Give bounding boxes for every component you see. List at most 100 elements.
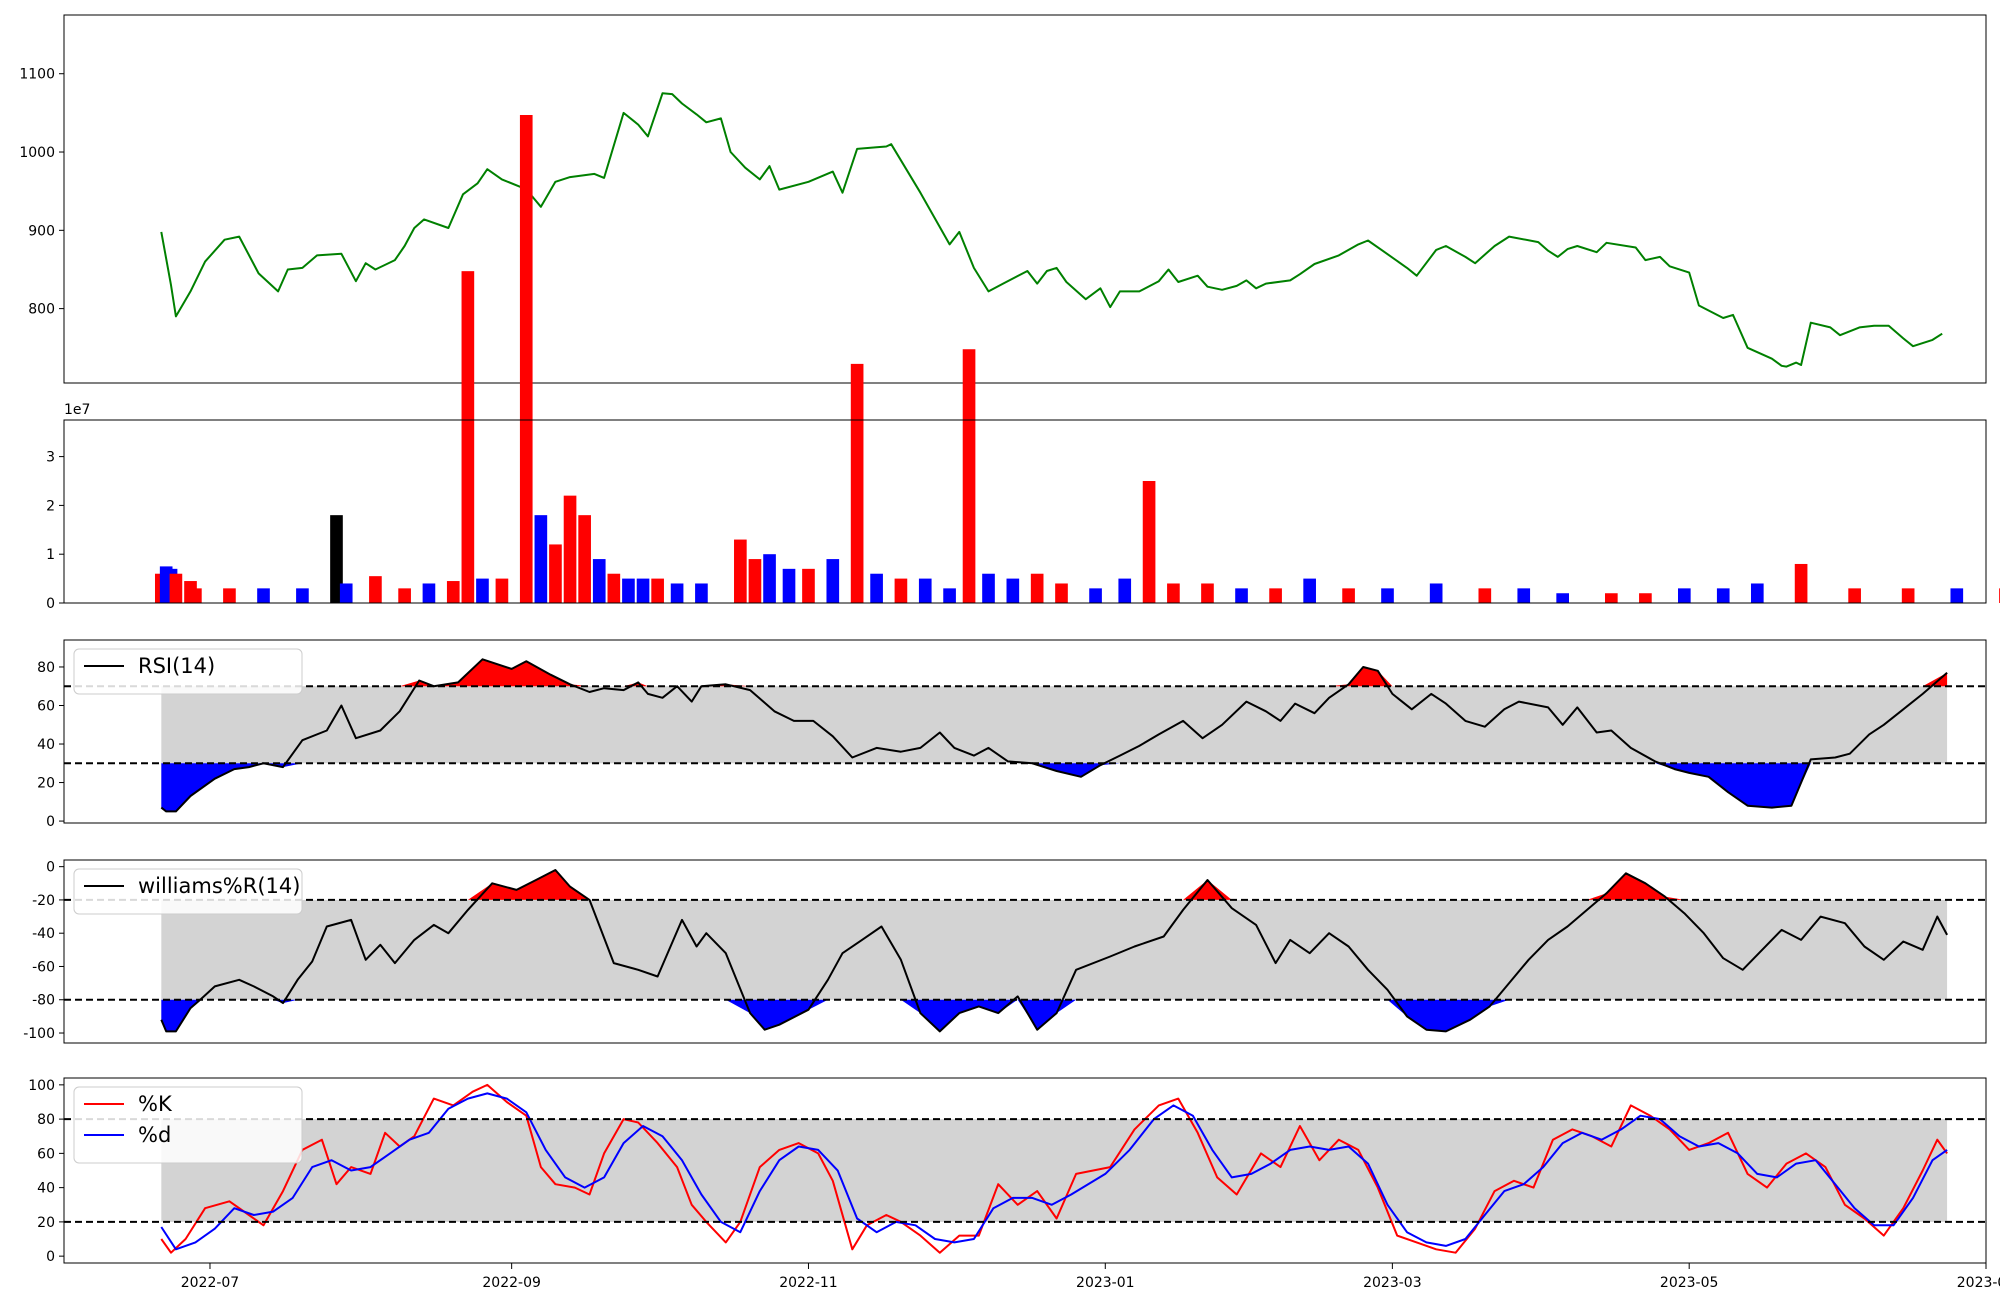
y-tick-label: 80: [37, 660, 55, 676]
volume-bar: [1118, 578, 1132, 603]
volume-bar: [670, 583, 684, 603]
y-tick-label: 20: [37, 1215, 55, 1231]
price-series-line: [160, 92, 1943, 368]
volume-bar: [651, 578, 664, 603]
volume-bar: [1030, 573, 1044, 603]
y-tick-label: 3: [46, 450, 55, 466]
williams-panel: 0 -20 -40 -60 -80 -100 williams%R(14): [23, 859, 1987, 1044]
legend-label: %K: [138, 1092, 173, 1116]
y-tick-label: 100: [28, 1078, 55, 1094]
y-tick-label: 1: [46, 547, 55, 563]
y-tick-label: -100: [23, 1026, 55, 1042]
y-tick-label: 0: [46, 1249, 55, 1265]
legend-label: RSI(14): [138, 654, 215, 678]
volume-bar: [461, 271, 475, 603]
volume-bar: [870, 573, 883, 603]
legend-box: [73, 1086, 303, 1164]
volume-bar: [578, 515, 591, 603]
volume-bar: [563, 495, 577, 603]
volume-bar: [894, 578, 908, 603]
volume-bar: [1303, 578, 1316, 603]
legend-label: williams%R(14): [138, 874, 300, 898]
volume-bar: [1167, 583, 1180, 603]
y-tick-label: 60: [37, 698, 55, 714]
y-tick-label: 900: [28, 223, 55, 239]
stoch-d-line: [160, 1092, 1948, 1251]
volume-bar: [1006, 578, 1020, 603]
volume-bar: [549, 544, 562, 603]
volume-bar: [257, 588, 270, 603]
volume-bar: [296, 588, 309, 603]
volume-bar: [943, 588, 956, 603]
x-tick-label: 2022-11: [779, 1275, 838, 1291]
y-tick-label: -40: [32, 926, 55, 942]
band-fill: [161, 1119, 1948, 1222]
y-tick-label: 0: [46, 860, 55, 876]
y-tick-label: 1000: [19, 145, 55, 161]
volume-bar: [369, 576, 382, 603]
volume-bar: [802, 568, 815, 603]
volume-bar: [169, 573, 183, 603]
volume-bar: [422, 583, 436, 603]
stochastic-panel: 0 20 40 60 80 100 %K %d 2022-07 2022-09 2022-11 202…: [28, 1077, 2000, 1291]
y-tick-label: 80: [37, 1112, 55, 1128]
volume-bar: [339, 583, 353, 603]
volume-bar: [826, 559, 840, 603]
volume-bar: [1342, 588, 1355, 603]
volume-bar: [1142, 481, 1156, 603]
plot-frame: [63, 639, 1987, 824]
x-tick-label: 2023-01: [1076, 1275, 1135, 1291]
volume-bar: [607, 573, 621, 603]
volume-bar: [519, 115, 533, 603]
plot-frame: [63, 1077, 1987, 1264]
volume-bar: [1950, 588, 1964, 603]
volume-bar: [1639, 593, 1652, 603]
volume-bar: [1429, 583, 1443, 603]
volume-bar: [918, 578, 932, 603]
volume-bar: [398, 588, 411, 603]
rsi-panel: 0 20 40 60 80 RSI(14): [37, 639, 1987, 830]
volume-bar: [734, 539, 747, 603]
volume-bar: [1716, 588, 1730, 603]
volume-bar: [1517, 588, 1531, 603]
overbought-fill: [161, 659, 1948, 687]
x-tick-label: 2022-07: [181, 1275, 240, 1291]
y-tick-label: 40: [37, 1181, 55, 1197]
volume-bar: [1750, 583, 1764, 603]
plot-frame: [63, 14, 1987, 384]
y-tick-label: 40: [37, 737, 55, 753]
x-tick-label: 2023-03: [1363, 1275, 1422, 1291]
volume-bar: [446, 581, 460, 603]
band-fill: [161, 899, 1948, 1000]
plot-frame: [63, 419, 1987, 604]
volume-bar: [223, 588, 236, 603]
volume-bar: [1055, 583, 1068, 603]
volume-bar: [1794, 563, 1808, 603]
volume-bar: [1269, 588, 1282, 603]
x-tick-label: 2022-09: [482, 1275, 541, 1291]
volume-bar: [189, 588, 202, 603]
volume-bar: [622, 578, 635, 603]
legend-label: %d: [138, 1123, 171, 1147]
volume-bar: [1901, 588, 1915, 603]
volume-bar: [1235, 588, 1248, 603]
volume-bar: [495, 578, 509, 603]
y-tick-label: 800: [28, 302, 55, 318]
volume-bar: [534, 515, 548, 603]
volume-panel: 0 1 2 3 1e7: [46, 115, 2000, 612]
volume-bar: [782, 568, 796, 603]
band-fill: [161, 686, 1948, 764]
y-tick-label: 60: [37, 1146, 55, 1162]
stoch-k-line: [160, 1083, 1948, 1254]
volume-bar: [1201, 583, 1214, 603]
volume-bar: [763, 554, 776, 603]
y-tick-label: 20: [37, 776, 55, 792]
y-tick-label: 2: [46, 498, 55, 514]
volume-bar: [330, 515, 343, 603]
volume-bar: [1677, 588, 1691, 603]
volume-bar: [592, 559, 606, 603]
x-tick-label: 2023-05: [1660, 1275, 1719, 1291]
legend-box: [73, 868, 303, 915]
volume-bar: [1478, 588, 1492, 603]
